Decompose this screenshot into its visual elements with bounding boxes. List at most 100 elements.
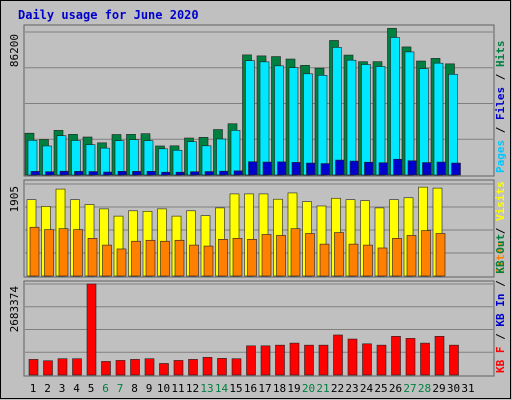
bar-pages-day-12 (190, 171, 200, 176)
bar-files-day-27 (404, 51, 415, 176)
x-tick-label-17: 17 (258, 382, 271, 395)
bar-files-day-29 (433, 62, 444, 176)
bar-kb-f-day-13 (202, 357, 213, 376)
legend-hits: Hits (494, 41, 507, 68)
bar-kb-f-day-24 (362, 343, 372, 376)
bar-pages-day-17 (262, 161, 273, 176)
bar-pages-day-26 (393, 158, 403, 176)
bar-kb-f-day-6 (101, 361, 111, 376)
bar-sites-day-14 (218, 238, 228, 277)
bar-files-day-4 (71, 140, 81, 176)
bar-pages-day-5 (88, 171, 99, 176)
x-tick-label-22: 22 (331, 382, 344, 395)
bar-pages-day-9 (146, 171, 157, 176)
bar-kb-f-day-23 (347, 338, 358, 376)
bar-sites-day-10 (160, 240, 170, 277)
panel-kbytes: 2683374 KB F / KB In / KB Out (8, 234, 507, 377)
bar-files-day-7 (114, 140, 125, 176)
x-tick-label-21: 21 (316, 382, 329, 395)
bar-kb-f-day-3 (57, 358, 68, 376)
bar-pages-day-30 (451, 162, 461, 176)
bar-pages-day-22 (335, 159, 345, 176)
panel-frame (23, 280, 495, 377)
bar-files-day-20 (303, 73, 313, 176)
bar-sites-day-25 (377, 247, 388, 277)
bar-files-day-24 (361, 64, 371, 176)
x-tick-label-24: 24 (360, 382, 374, 395)
x-axis-labels: 1 2 3 4 5 6 7 8 9 10 11 12 13 14 15 16 17 18 19 20 21 22 23 24 2… (30, 382, 475, 395)
bar-pages-day-7 (117, 171, 128, 176)
bar-kb-f-day-25 (376, 344, 387, 376)
bar-kb-f-day-26 (391, 336, 401, 376)
bar-kb-f-day-27 (405, 338, 416, 376)
bar-kb-f-day-15 (231, 358, 242, 376)
bar-sites-day-9 (145, 239, 156, 277)
bar-files-day-9 (143, 140, 154, 176)
bar-kb-f-day-1 (28, 359, 39, 376)
bar-files-day-11 (172, 149, 183, 176)
bar-sites-day-2 (44, 229, 54, 277)
x-tick-label-23: 23 (345, 382, 358, 395)
panel-legend: KB F / KB In / KB Out (494, 234, 507, 373)
x-tick-label-18: 18 (273, 382, 286, 395)
panel-legend: Sites / Visits (494, 181, 507, 274)
bar-sites-day-17 (261, 234, 272, 277)
x-tick-label-15: 15 (229, 382, 242, 395)
x-tick-label-2: 2 (44, 382, 51, 395)
x-tick-label-25: 25 (374, 382, 387, 395)
bar-files-day-14 (216, 138, 226, 176)
bar-pages-day-8 (132, 171, 142, 176)
bar-files-day-22 (332, 47, 342, 176)
y-max-label: 2683374 (8, 286, 21, 333)
bar-files-day-15 (230, 130, 241, 176)
x-tick-label-26: 26 (389, 382, 402, 395)
bar-pages-day-28 (422, 162, 432, 176)
bar-files-day-30 (448, 74, 458, 176)
x-tick-label-5: 5 (88, 382, 95, 395)
bar-kb-f-day-16 (246, 345, 256, 376)
bar-kb-f-day-19 (289, 342, 300, 376)
bar-pages-day-3 (59, 170, 70, 176)
bar-files-day-12 (187, 141, 197, 176)
x-tick-label-6: 6 (102, 382, 109, 395)
x-tick-label-1: 1 (30, 382, 37, 395)
bar-pages-day-20 (306, 162, 316, 176)
bar-sites-day-12 (189, 244, 199, 277)
bar-pages-day-6 (103, 171, 113, 176)
legend-files: Files (494, 87, 507, 120)
x-tick-label-31: 31 (461, 382, 474, 395)
bar-pages-day-27 (407, 160, 418, 176)
bar-files-day-16 (245, 60, 255, 176)
x-tick-label-3: 3 (59, 382, 66, 395)
legend-sites: Sites (494, 241, 507, 274)
bar-sites-day-21 (319, 243, 330, 277)
bar-pages-day-21 (320, 163, 331, 176)
x-tick-label-19: 19 (287, 382, 300, 395)
x-tick-label-14: 14 (215, 382, 229, 395)
panel-legend: Pages / Files / Hits (494, 41, 507, 174)
bar-sites-day-8 (131, 240, 141, 277)
bar-sites-day-1 (29, 226, 40, 277)
bar-files-day-21 (317, 74, 328, 176)
bar-kb-f-day-21 (318, 344, 329, 376)
x-tick-label-11: 11 (171, 382, 184, 395)
bar-kb-f-day-17 (260, 345, 271, 376)
x-tick-label-29: 29 (432, 382, 445, 395)
bar-files-day-25 (375, 66, 386, 176)
x-tick-label-7: 7 (117, 382, 124, 395)
x-tick-label-30: 30 (447, 382, 460, 395)
bar-sites-day-26 (392, 238, 402, 277)
bar-pages-day-1 (30, 171, 41, 176)
bar-files-day-3 (56, 135, 67, 176)
bar-sites-day-16 (247, 238, 257, 277)
bar-sites-day-11 (174, 239, 185, 277)
bar-kb-f-day-7 (115, 360, 126, 376)
bar-sites-day-22 (334, 232, 344, 277)
bar-kb-f-day-28 (420, 342, 430, 376)
bar-pages-day-15 (233, 170, 244, 176)
bar-pages-day-25 (378, 162, 389, 176)
chart-panels: 86200 Pages / Files / Hits 1905 Sites / Vis… (8, 24, 507, 377)
bar-kb-f-day-4 (72, 358, 82, 376)
bar-files-day-23 (346, 59, 357, 176)
